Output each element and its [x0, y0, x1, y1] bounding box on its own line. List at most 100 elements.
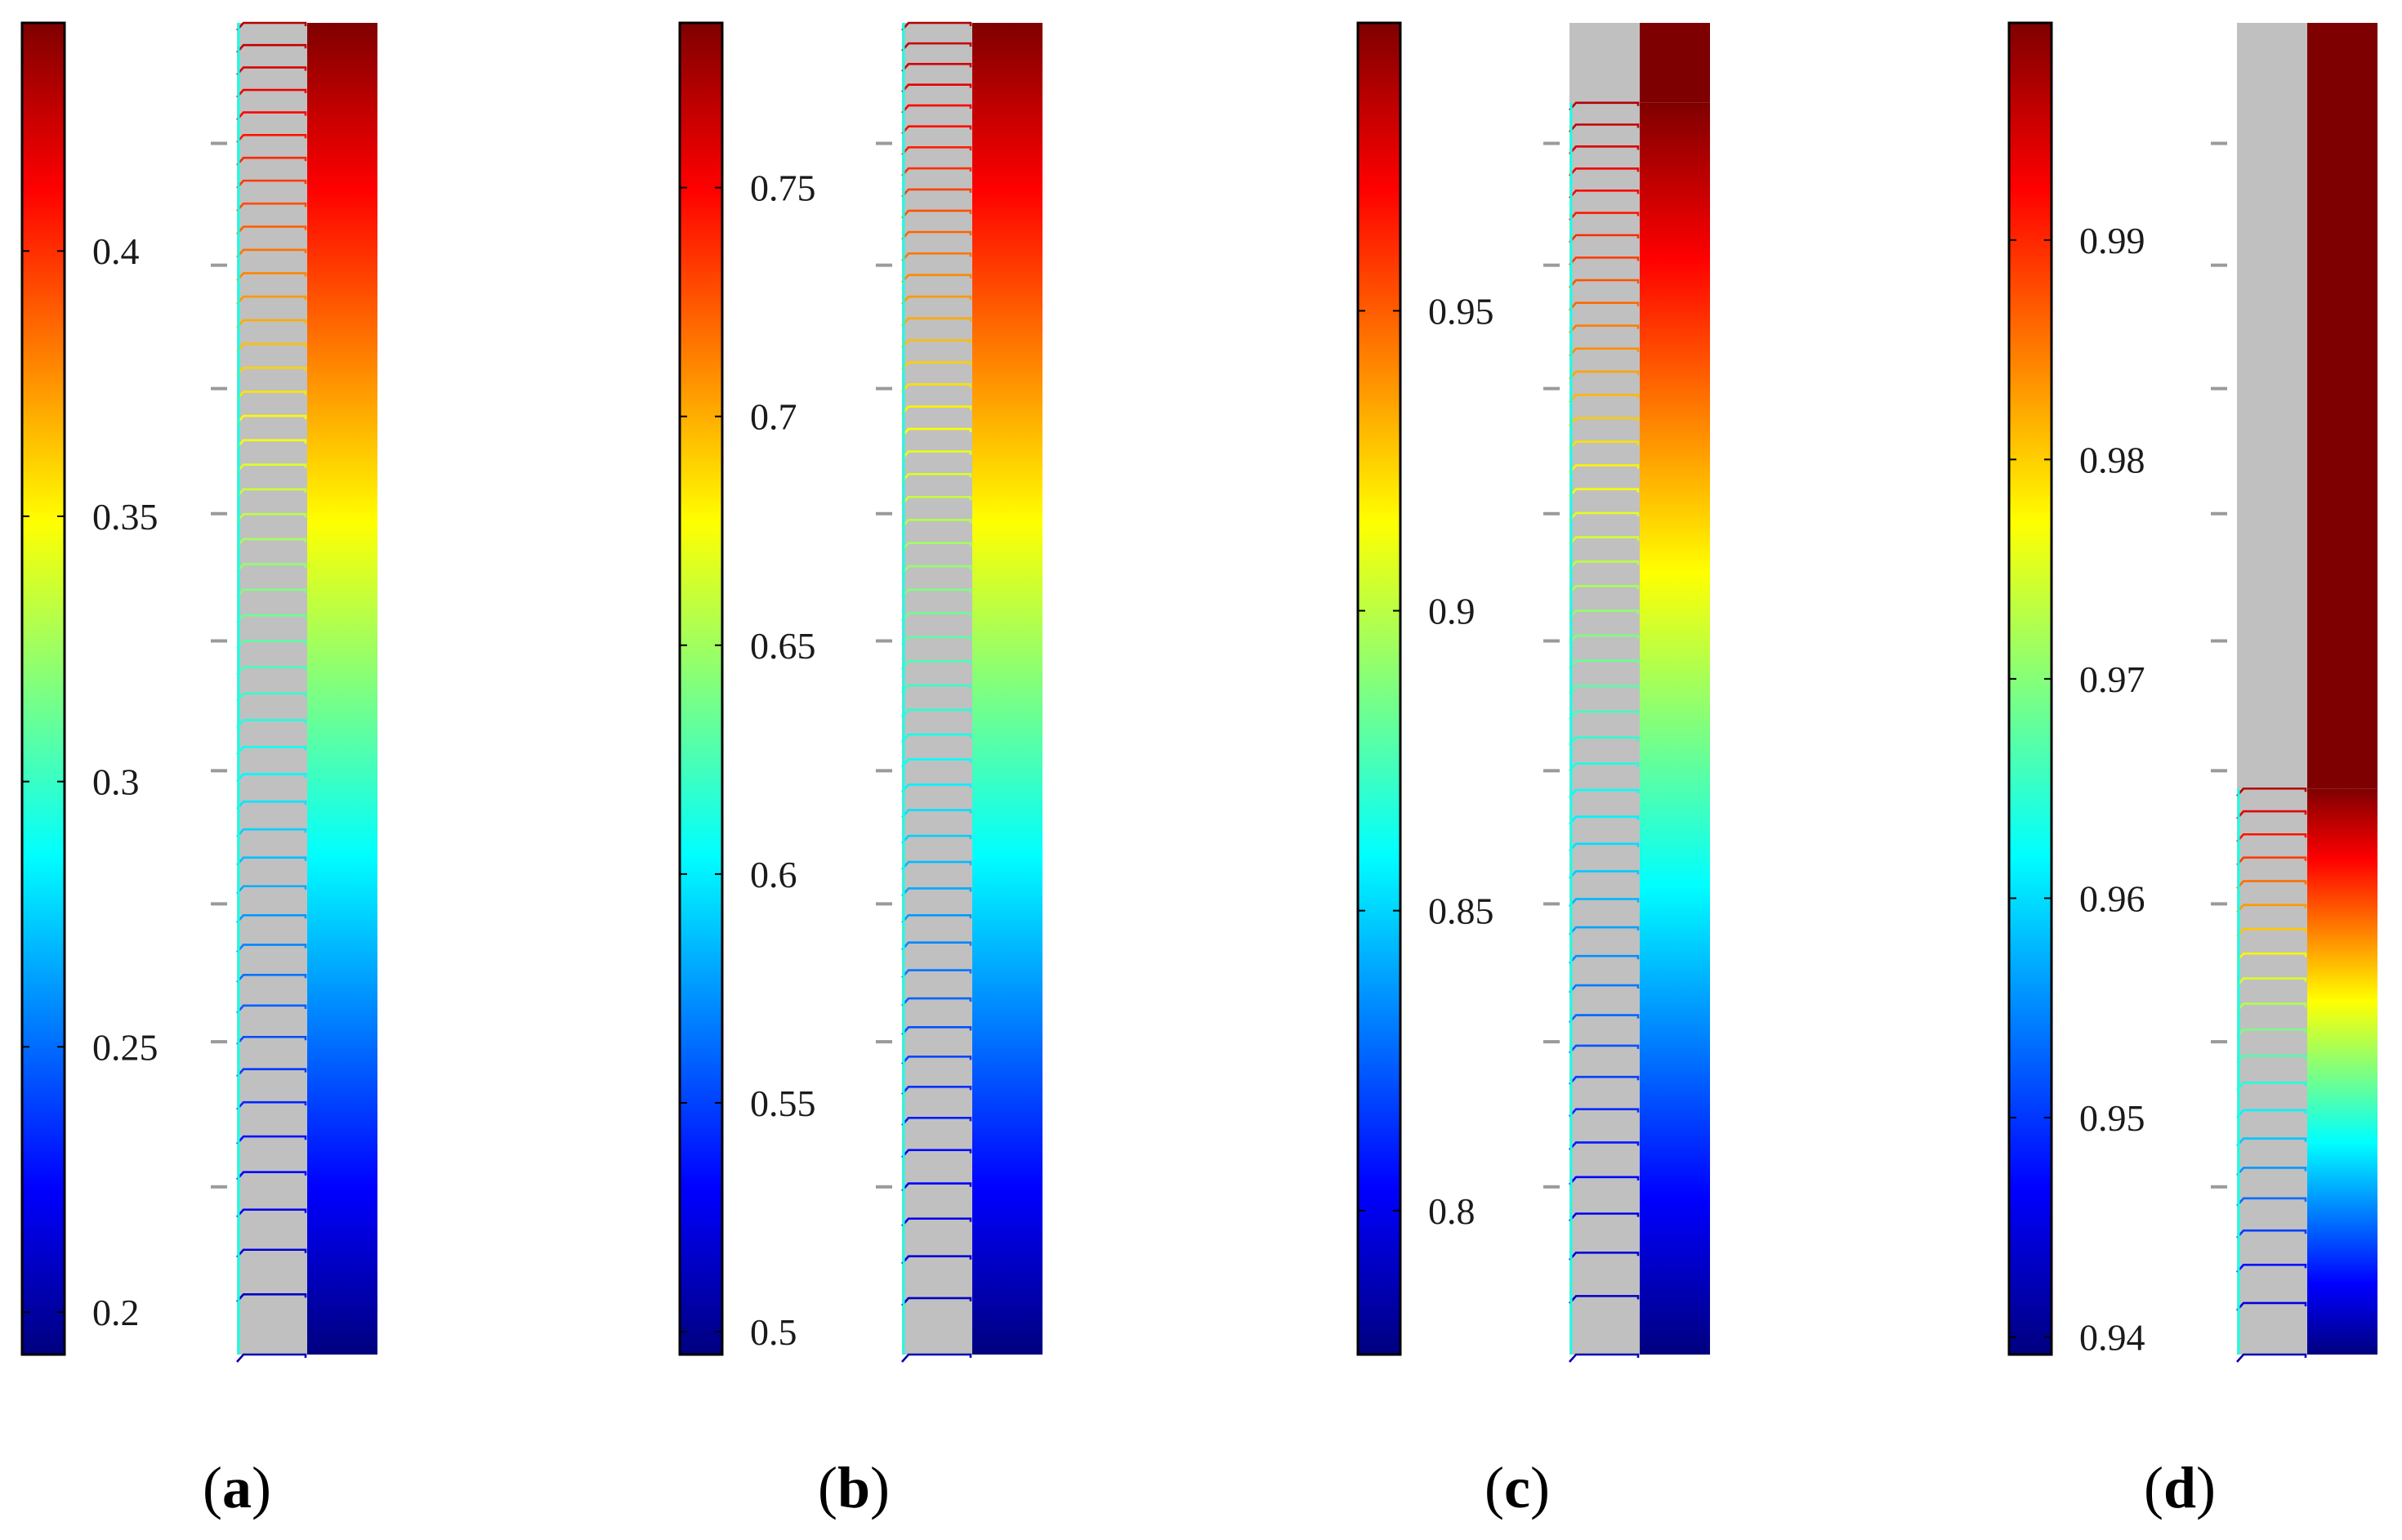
column-c-contour-line: [1569, 1353, 1640, 1363]
column-c-contour-line: [1569, 584, 1640, 595]
colorbar-d-scale: [2007, 21, 2053, 1356]
column-d: [2211, 23, 2377, 1363]
column-b-color-half: [972, 23, 1043, 1355]
column-d-color-half: [2307, 788, 2377, 1355]
column-b-contour-line: [901, 941, 972, 951]
column-a-contour-line: [236, 563, 307, 573]
column-c-contour-line: [1569, 301, 1640, 311]
column-c-contour-line: [1569, 560, 1640, 570]
column-d-contour-line: [2236, 952, 2307, 962]
column-a-contour-line: [236, 1208, 307, 1218]
column-d-contour-line: [2236, 787, 2307, 797]
column-b-contour-line: [901, 1182, 972, 1192]
column-a-contour-line: [236, 1135, 307, 1145]
column-c-contour-line: [1569, 464, 1640, 474]
column-b-contour-line: [901, 1056, 972, 1065]
panel-label-d-letter: d: [2163, 1455, 2196, 1520]
column-a-contour-line: [236, 1171, 307, 1181]
colorbar-b-tick-label: 0.65: [750, 625, 816, 667]
column-b-contour-line: [901, 495, 972, 506]
column-b-contour-line: [901, 361, 972, 371]
column-b-contour-line: [901, 405, 972, 415]
column-c-color-half: [1640, 102, 1710, 1355]
colorbar-a-tick-label: 0.25: [92, 1026, 158, 1068]
column-a-contour-line: [236, 800, 307, 810]
column-a-contour-line: [236, 513, 307, 523]
column-c-contour-line: [1569, 1044, 1640, 1054]
column-c-contour-line: [1569, 1212, 1640, 1222]
column-b-contour-line: [901, 684, 972, 694]
colorbar-d-tick-label: 0.95: [2079, 1097, 2145, 1139]
column-d-contour-line: [2236, 810, 2307, 819]
column-a-contour-line: [236, 342, 307, 352]
panel-c: 0.8 0.85 0.9 0.95 (c): [1356, 21, 1710, 1520]
colorbar-d-tick-label: 0.97: [2079, 658, 2145, 700]
column-a-contour-line: [236, 202, 307, 212]
colorbar-c-scale: [1356, 21, 1402, 1356]
column-a-grey-half: [237, 23, 307, 1355]
panel-a: 0.2 0.25 0.3 0.35 0.4 (a): [20, 21, 377, 1520]
column-c-contour-line: [1569, 190, 1640, 199]
column-b-contour-line: [901, 1353, 972, 1363]
column-c-saturated-zone: [1640, 23, 1710, 103]
column-b-contour-line: [901, 708, 972, 718]
column-a-contour-line: [236, 156, 307, 167]
column-c-contour-line: [1569, 1295, 1640, 1305]
colorbar-a-tick-label: 0.3: [92, 761, 140, 803]
column-a: [211, 21, 377, 1363]
column-b-contour-line: [901, 733, 972, 743]
column-b-contour-line: [901, 834, 972, 845]
column-c-contour-line: [1569, 417, 1640, 426]
column-c-contour-line: [1569, 1014, 1640, 1024]
column-a-contour-line: [236, 319, 307, 328]
column-a-contour-line: [236, 773, 307, 783]
column-c-contour-line: [1569, 1176, 1640, 1185]
column-a-contour-line: [236, 719, 307, 729]
column-a-contour-line: [236, 588, 307, 598]
column-b-contour-line: [901, 473, 972, 483]
column-a-contour-line: [236, 66, 307, 76]
colorbar-a-tick-label: 0.4: [92, 230, 140, 272]
column-a-contour-line: [236, 614, 307, 624]
panel-label-a-letter: a: [222, 1455, 252, 1520]
panel-label-b: (b): [818, 1455, 890, 1520]
colorbar-b-tick-label: 0.6: [750, 854, 797, 895]
column-c-contour-line: [1569, 1251, 1640, 1261]
colorbar-a-tick-label: 0.35: [92, 496, 158, 538]
colorbar-c-tick-label: 0.8: [1428, 1190, 1476, 1232]
column-b-contour-line: [901, 997, 972, 1007]
panel-b: 0.5 0.55 0.6 0.65 0.7 0.75 (b): [678, 21, 1043, 1520]
colorbar-c: 0.8 0.85 0.9 0.95: [1356, 21, 1494, 1356]
column-c-contour-line: [1569, 536, 1640, 546]
column-d-contour-line: [2236, 1301, 2307, 1311]
column-c-contour-line: [1569, 394, 1640, 404]
column-c-contour-line: [1569, 1108, 1640, 1118]
column-a-contour-line: [236, 295, 307, 305]
column-a-contour-line: [236, 21, 307, 31]
column-c-contour-line: [1569, 145, 1640, 155]
column-d-saturated-zone: [2307, 23, 2377, 789]
column-b-contour-line: [901, 1297, 972, 1306]
column-b-contour-line: [901, 209, 972, 219]
column-b-contour-line: [901, 104, 972, 114]
column-c-contour-line: [1569, 788, 1640, 798]
column-c-contour-line: [1569, 212, 1640, 221]
column-d-contour-line: [2236, 1229, 2307, 1239]
column-a-contour-line: [236, 1353, 307, 1363]
column-d-contour-line: [2236, 880, 2307, 890]
column-c-contour-line: [1569, 279, 1640, 288]
column-a-contour-line: [236, 488, 307, 498]
column-b-contour-line: [901, 1217, 972, 1227]
column-a-contour-line: [236, 272, 307, 282]
column-c-grey-half: [1569, 23, 1640, 1355]
column-b-contour-line: [901, 758, 972, 768]
column-a-contour-line: [236, 828, 307, 838]
colorbar-d-tick-label: 0.96: [2079, 877, 2145, 919]
column-c-contour-line: [1569, 347, 1640, 357]
column-a-contour-line: [236, 43, 307, 54]
column-c-contour-line: [1569, 926, 1640, 935]
column-b-contour-line: [901, 383, 972, 393]
column-b-contour-line: [901, 42, 972, 51]
column-a-contour-line: [236, 463, 307, 473]
colorbar-c-tick-label: 0.85: [1428, 891, 1494, 932]
